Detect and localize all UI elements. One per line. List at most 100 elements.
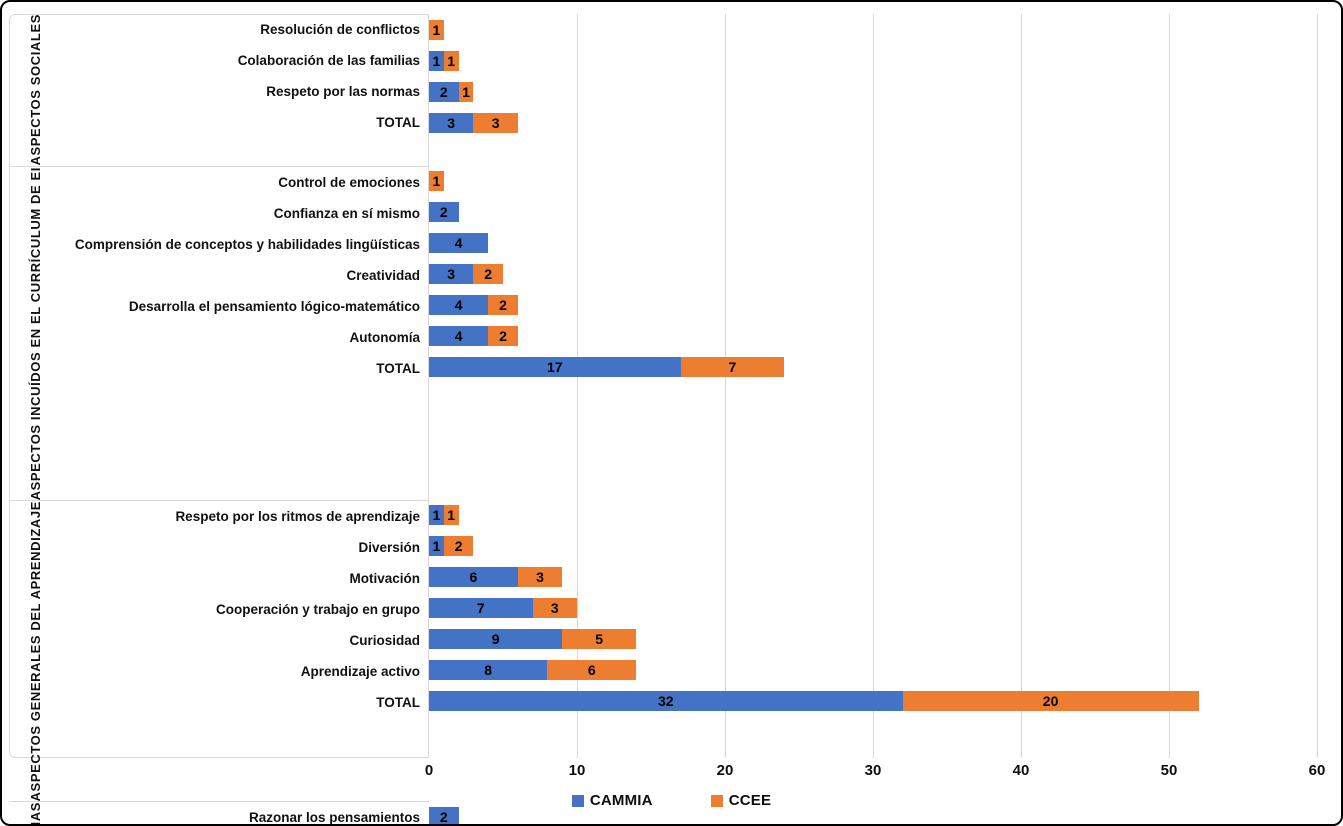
bar-segment-ccee: 2	[488, 295, 518, 316]
bar-segment-ccee: 2	[488, 326, 518, 347]
group-label: ASPECTOS INCUÍDOS EN EL CURRÍCULUM DE EI	[28, 166, 44, 500]
bar-value-label: 3	[491, 114, 500, 131]
bar-stack: 1	[429, 171, 444, 192]
row-labels-column: Resolución de conflictos Colaboración de …	[63, 14, 429, 166]
bar-value-label: 8	[484, 662, 493, 679]
bar-value-label: 2	[439, 808, 448, 825]
bar-value-label: 2	[454, 538, 463, 555]
row-label: Creatividad	[346, 267, 420, 283]
bar-value-label: 2	[499, 297, 507, 314]
bar-segment-cammia: 9	[429, 629, 563, 650]
row-label: Diversión	[358, 539, 420, 555]
group-label-cell: ASPECTOS INCUÍDOS EN EL CURRÍCULUM DE EI	[9, 167, 63, 500]
bar-value-label: 17	[547, 359, 563, 376]
x-tick-label: 30	[864, 762, 882, 779]
bar-value-label: 1	[432, 21, 441, 38]
bar-stack: 2	[429, 202, 459, 223]
bar-segment-ccee: 20	[902, 691, 1199, 712]
legend: CAMMIA CCEE	[2, 792, 1341, 809]
bar-segment-ccee: 1	[443, 505, 459, 526]
legend-swatch-ccee	[710, 794, 723, 807]
bar-value-label: 3	[447, 114, 456, 131]
x-tick-label: 40	[1012, 762, 1030, 779]
bar-segment-ccee: 3	[532, 598, 577, 619]
row-label: TOTAL	[376, 694, 420, 710]
bar-segment-cammia: 1	[429, 50, 444, 71]
group-label-cell: ASPECTOS SOCIALES	[9, 14, 63, 166]
bar-row: 17 7	[429, 352, 1318, 383]
bar-segment-ccee: 3	[517, 567, 563, 588]
group-label: ASPECTOS GENERALES DEL APRENDIZAJE	[28, 500, 44, 802]
category-group: ASPECTOS SOCIALES Resolución de conflicto…	[9, 14, 1318, 166]
row-label: Desarrolla el pensamiento lógico-matemát…	[128, 298, 420, 314]
group-left: ASPECTOS GENERALES DEL APRENDIZAJE Respet…	[9, 499, 429, 801]
bar-segment-cammia: 7	[429, 598, 533, 619]
row-label: Colaboración de las familias	[237, 53, 420, 68]
row-label: Comprensión de conceptos y habilidades l…	[74, 236, 420, 252]
bar-value-label: 4	[454, 235, 463, 252]
chart-groups: ASPECTOS SOCIALES Resolución de conflicto…	[9, 14, 1318, 826]
bar-value-label: 7	[476, 600, 485, 617]
bar-segment-cammia: 1	[429, 536, 444, 557]
bar-value-label: 1	[447, 507, 456, 524]
bar-value-label: 1	[447, 52, 456, 69]
bars-column: 1 2 4 3 2 4 2 4 2 17 7	[429, 166, 1318, 500]
bar-value-label: 20	[1042, 693, 1059, 710]
row-label: Control de emociones	[278, 174, 420, 190]
bar-value-label: 6	[469, 569, 478, 586]
bar-row: 1	[429, 166, 1318, 197]
bar-segment-cammia: 4	[429, 326, 489, 347]
bar-segment-ccee: 1	[458, 81, 474, 102]
bar-value-label: 2	[439, 204, 448, 221]
category-group: ASPECTOS GENERALES DEL APRENDIZAJE Respet…	[9, 499, 1318, 801]
category-group: ASPECTOS INCUÍDOS EN EL CURRÍCULUM DE EI…	[9, 165, 1318, 500]
bar-value-label: 32	[658, 693, 674, 710]
bar-segment-cammia: 32	[429, 691, 903, 712]
group-label: ASPECTOS SOCIALES	[28, 14, 44, 166]
row-label: Resolución de conflictos	[260, 22, 420, 37]
row-label: Respeto por los ritmos de aprendizaje	[175, 508, 420, 524]
bar-segment-cammia: 2	[429, 202, 459, 223]
row-label: TOTAL	[376, 115, 420, 130]
bar-value-label: 3	[536, 569, 544, 586]
bar-value-label: 1	[462, 83, 470, 100]
row-label: Curiosidad	[349, 632, 420, 648]
x-axis: 0 10 20 30 40 50 60	[425, 762, 1326, 784]
group-left: ASPECTOS SOCIALES Resolución de conflicto…	[9, 14, 429, 166]
bar-segment-cammia: 2	[429, 81, 459, 102]
bar-segment-ccee: 2	[473, 264, 503, 285]
group-left: ASPECTOS IMPORTANTES PARA EL APRENDIZAJE…	[9, 801, 429, 826]
row-labels-column: Control de emociones Confianza en sí mism…	[63, 167, 429, 500]
category-group: ASPECTOS IMPORTANTES PARA EL APRENDIZAJE…	[9, 801, 1318, 826]
bar-segment-cammia: 2	[429, 806, 459, 825]
x-tick-label: 20	[716, 762, 734, 779]
group-label-cell: ASPECTOS GENERALES DEL APRENDIZAJE	[9, 501, 63, 801]
bar-value-label: 1	[432, 507, 441, 524]
bar-stack: 4	[429, 233, 489, 254]
row-label: Motivación	[349, 570, 420, 586]
bar-row: 2	[429, 197, 1318, 228]
bar-value-label: 3	[447, 266, 456, 283]
row-label: Razonar los pensamientos	[248, 810, 420, 826]
bar-segment-cammia: 1	[429, 505, 444, 526]
bar-value-label: 3	[550, 600, 559, 617]
bar-value-label: 2	[484, 266, 493, 283]
bar-row: 4	[429, 228, 1318, 259]
